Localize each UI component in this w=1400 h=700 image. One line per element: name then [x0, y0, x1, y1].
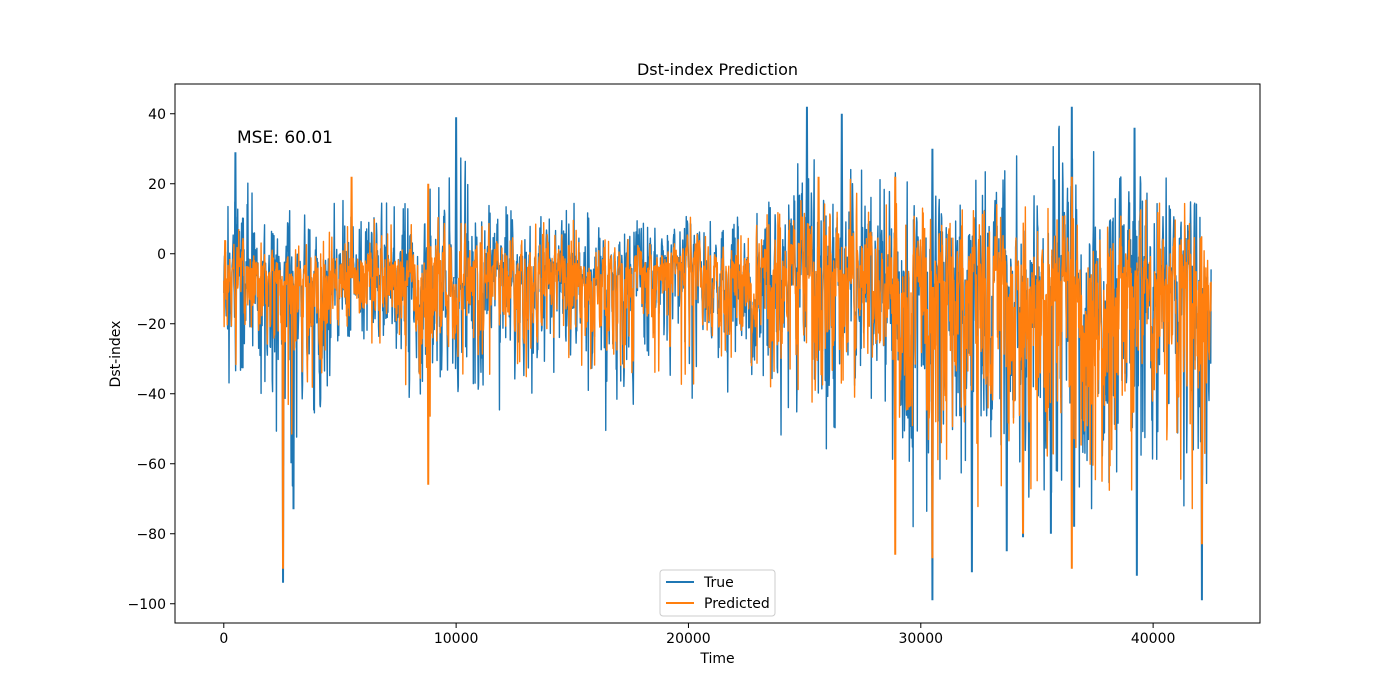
y-tick-label: −20 [136, 317, 166, 333]
chart-title: Dst-index Prediction [637, 60, 798, 79]
legend-label-predicted: Predicted [704, 596, 770, 612]
y-tick-label: 20 [148, 177, 166, 193]
series-spike-true [840, 113, 844, 281]
y-tick-label: 0 [157, 247, 166, 263]
legend: True Predicted [659, 569, 776, 617]
y-axis: −100 −80 −60 −40 −20 0 20 40 [128, 107, 175, 613]
x-axis: 0 10000 20000 30000 40000 [219, 623, 1175, 647]
series-spike-predicted [1070, 176, 1074, 289]
series-spike-predicted [1200, 294, 1204, 545]
series-spike-true [930, 148, 934, 288]
series-spike-predicted [281, 285, 285, 569]
series-spike-true [1132, 127, 1137, 292]
y-tick-label: −80 [136, 527, 166, 543]
mse-annotation: MSE: 60.01 [237, 128, 333, 148]
x-tick-label: 0 [219, 631, 228, 647]
y-tick-label: −60 [136, 457, 166, 473]
series-layer [223, 106, 1212, 601]
series-spike-predicted [893, 176, 897, 285]
y-tick-label: 40 [148, 107, 166, 123]
series-spike-true [454, 117, 458, 279]
series-spike-true [1005, 288, 1009, 552]
y-tick-label: −100 [128, 597, 166, 613]
series-spike-predicted [893, 284, 897, 555]
series-spike-predicted [930, 286, 934, 559]
x-tick-label: 30000 [899, 631, 944, 647]
series-spike-predicted [426, 281, 430, 485]
series-line-predicted [223, 178, 1212, 510]
series-spike-true [1135, 291, 1139, 576]
x-axis-title: Time [699, 651, 734, 667]
y-tick-label: −40 [136, 387, 166, 403]
series-spike-true [291, 288, 296, 510]
series-spike-predicted [816, 176, 821, 277]
y-axis-title: Dst-index [108, 321, 124, 388]
legend-label-true: True [703, 575, 734, 591]
series-spike-true [233, 152, 237, 277]
series-spike-predicted [1021, 290, 1025, 534]
series-spike-predicted [426, 183, 430, 282]
x-tick-label: 10000 [434, 631, 479, 647]
x-tick-label: 20000 [666, 631, 711, 647]
series-spike-true [805, 106, 809, 276]
plot-frame [174, 83, 1261, 624]
x-tick-label: 40000 [1131, 631, 1176, 647]
series-spike-predicted [1070, 288, 1074, 569]
series-spike-predicted [349, 176, 354, 279]
